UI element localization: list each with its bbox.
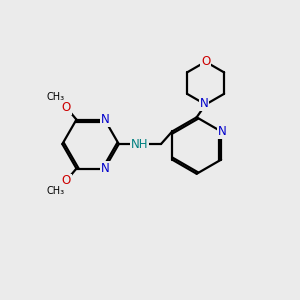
Text: N: N: [200, 98, 208, 110]
Text: O: O: [61, 175, 71, 188]
Text: CH₃: CH₃: [46, 186, 65, 197]
Text: N: N: [101, 113, 110, 126]
Text: NH: NH: [131, 138, 148, 151]
Text: N: N: [218, 125, 227, 138]
Text: O: O: [61, 100, 71, 114]
Text: N: N: [101, 162, 110, 175]
Text: O: O: [201, 55, 210, 68]
Text: CH₃: CH₃: [46, 92, 65, 102]
